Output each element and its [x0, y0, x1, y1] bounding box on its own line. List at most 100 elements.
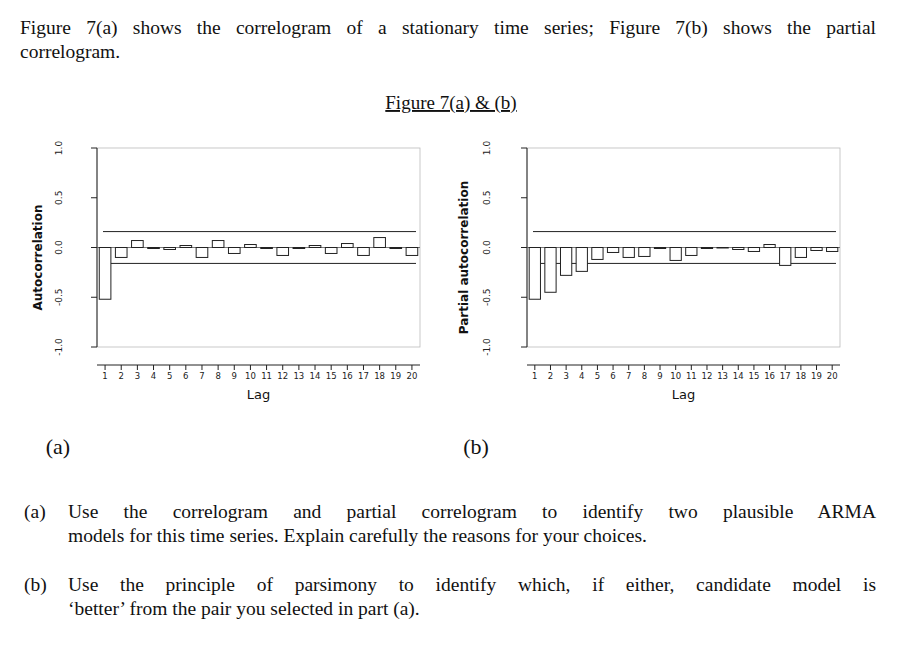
bar	[670, 248, 681, 261]
y-tick	[91, 247, 97, 248]
x-tick	[234, 365, 235, 370]
x-tick-label: 20	[827, 371, 838, 381]
x-axis-label: Lag	[672, 387, 695, 402]
x-tick-label: 13	[293, 371, 304, 381]
bar	[342, 244, 354, 248]
x-tick	[613, 365, 614, 370]
bar	[180, 246, 192, 248]
x-tick-label: 9	[232, 371, 237, 381]
y-tick	[91, 148, 97, 149]
bar	[196, 248, 208, 258]
bar	[390, 247, 402, 249]
bar	[560, 248, 571, 276]
x-tick-label: 20	[407, 371, 418, 381]
x-tick	[566, 365, 567, 370]
x-tick-label: 15	[749, 371, 760, 381]
x-tick	[363, 365, 364, 370]
bar	[811, 248, 822, 251]
bar	[406, 248, 418, 256]
x-tick-label: 2	[119, 371, 124, 381]
bar	[733, 248, 744, 250]
chart: -1.0-0.50.00.51.012345678910111213141516…	[457, 141, 840, 402]
bar	[827, 248, 838, 252]
bar	[99, 248, 111, 300]
x-tick-label: 5	[595, 371, 600, 381]
x-tick	[250, 365, 251, 370]
y-tick-label: -0.5	[482, 288, 492, 306]
zero-line	[97, 247, 420, 248]
x-axis	[97, 365, 420, 366]
x-axis	[527, 365, 840, 366]
intro-line: Figure 7(a) shows the correlogram of a s…	[20, 16, 876, 40]
bar	[132, 241, 144, 248]
x-tick	[266, 365, 267, 370]
bar	[764, 245, 775, 248]
x-tick	[331, 365, 332, 370]
x-tick	[218, 365, 219, 370]
question-line: Use the correlogram and partial correlog…	[68, 500, 876, 524]
x-tick-label: 16	[764, 371, 775, 381]
x-tick-label: 3	[563, 371, 568, 381]
x-tick	[769, 365, 770, 370]
bar	[309, 246, 321, 248]
x-axis-label: Lag	[247, 387, 270, 402]
x-tick-label: 5	[167, 371, 172, 381]
bar	[358, 248, 370, 256]
y-tick-label: -1.0	[54, 338, 64, 356]
bar	[261, 247, 273, 249]
x-tick	[675, 365, 676, 370]
question-line: ‘better’ from the pair you selected in p…	[68, 597, 420, 621]
x-tick-label: 7	[626, 371, 631, 381]
bar	[374, 238, 386, 248]
bar	[277, 248, 289, 256]
y-axis-label: Partial autocorrelation	[457, 181, 471, 335]
x-tick-label: 19	[811, 371, 822, 381]
x-tick-label: 3	[135, 371, 140, 381]
figure: Figure 7(a) & (b)(a)(b)-1.0-0.50.00.51.0…	[0, 0, 904, 647]
x-tick-label: 12	[702, 371, 713, 381]
x-tick	[832, 365, 833, 370]
y-tick	[521, 197, 527, 198]
confidence-limit	[533, 231, 836, 232]
confidence-limit	[103, 263, 416, 264]
y-tick-label: 1.0	[54, 141, 64, 156]
x-tick-label: 12	[277, 371, 288, 381]
panel-label: (b)	[463, 434, 489, 459]
panel-label: (a)	[46, 434, 70, 459]
y-axis-label: Autocorrelation	[31, 205, 45, 311]
x-tick-label: 4	[579, 371, 584, 381]
x-tick	[315, 365, 316, 370]
x-tick	[153, 365, 154, 370]
bar	[780, 248, 791, 266]
bar	[607, 248, 618, 253]
x-tick	[753, 365, 754, 370]
y-tick-label: -1.0	[482, 338, 492, 356]
x-tick-label: 13	[717, 371, 728, 381]
x-tick	[722, 365, 723, 370]
y-tick-label: -0.5	[54, 288, 64, 306]
x-tick	[534, 365, 535, 370]
x-tick-label: 4	[151, 371, 156, 381]
bar	[717, 247, 728, 249]
x-tick	[738, 365, 739, 370]
x-tick-label: 19	[390, 371, 401, 381]
bar	[164, 248, 176, 250]
x-tick	[282, 365, 283, 370]
x-tick-label: 10	[670, 371, 681, 381]
figure-title: Figure 7(a) & (b)	[385, 92, 516, 114]
x-tick-label: 15	[326, 371, 337, 381]
x-tick-label: 8	[215, 371, 220, 381]
y-tick	[91, 347, 97, 348]
x-tick	[800, 365, 801, 370]
x-tick	[550, 365, 551, 370]
x-tick	[201, 365, 202, 370]
bar	[529, 248, 540, 300]
plot-frame	[97, 148, 420, 347]
x-tick	[644, 365, 645, 370]
bar	[228, 248, 240, 254]
x-tick-label: 1	[102, 371, 107, 381]
x-tick-label: 1	[532, 371, 537, 381]
bar	[576, 248, 587, 272]
x-tick	[185, 365, 186, 370]
x-tick-label: 10	[245, 371, 256, 381]
